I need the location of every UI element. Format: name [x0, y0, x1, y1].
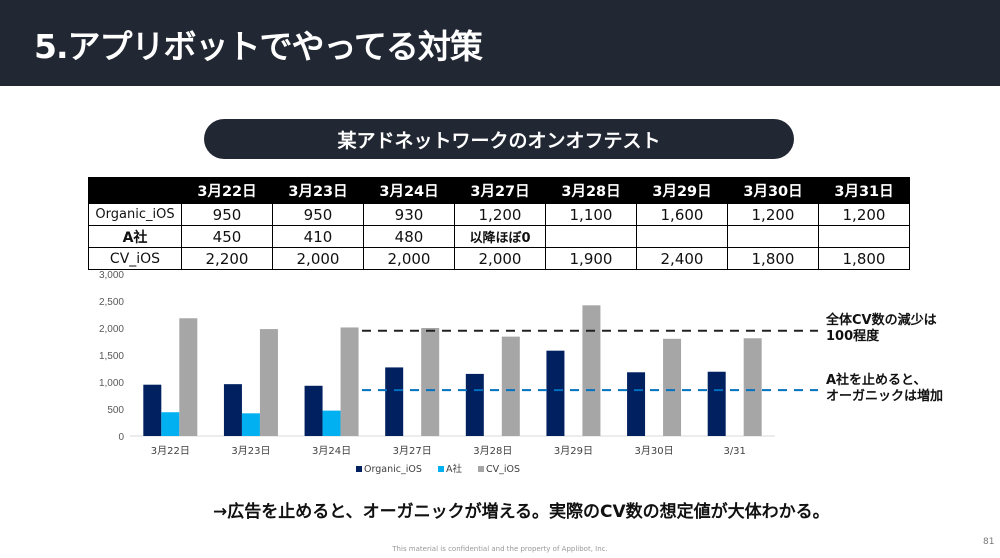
conclusion-text: →広告を止めると、オーガニックが増える。実際のCV数の想定値が大体わかる。 — [213, 502, 830, 522]
legend-swatch — [438, 466, 444, 472]
x-tick-label: 3月29日 — [554, 445, 593, 457]
table-header-cell: 3月24日 — [363, 177, 455, 204]
bar-cv-ios — [259, 329, 278, 436]
section-pill: 某アドネットワークのオンオフテスト — [204, 119, 794, 159]
legend-swatch — [356, 466, 362, 472]
x-tick-label: 3月22日 — [151, 445, 190, 457]
table-header-cell: 3月27日 — [454, 177, 546, 204]
table-cell: 1,900 — [545, 247, 637, 270]
bar-organic-ios — [627, 372, 646, 436]
table-cell: 1,200 — [818, 203, 910, 226]
slide-title: 5.アプリボットでやってる対策 — [34, 27, 483, 66]
bar-cv-ios — [663, 338, 682, 436]
y-tick-label: 500 — [107, 405, 124, 416]
annotation-line: 100程度 — [826, 329, 880, 344]
x-tick-label: 3月24日 — [312, 445, 351, 457]
table-row: A社 450 410 480 以降ほぼ0 — [88, 225, 910, 248]
x-tick-label: 3月30日 — [635, 445, 674, 457]
bar-cv-ios — [501, 336, 520, 436]
table-cell: 2,000 — [363, 247, 455, 270]
annotation-organic-increase: A社を止めると、 オーガニックは増加 — [826, 373, 943, 405]
data-table: 3月22日 3月23日 3月24日 3月27日 3月28日 3月29日 3月30… — [88, 177, 910, 270]
y-tick-label: 1,500 — [99, 351, 124, 362]
bar-cv-ios — [179, 318, 198, 436]
y-tick-label: 1,000 — [99, 378, 124, 389]
table-header-cell: 3月30日 — [727, 177, 819, 204]
y-tick-label: 3,000 — [99, 270, 124, 281]
bar-cv-ios — [340, 327, 359, 436]
y-tick-label: 2,000 — [99, 324, 124, 335]
bar-organic-ios — [223, 384, 242, 436]
table-row: CV_iOS 2,200 2,000 2,000 2,000 1,900 2,4… — [88, 247, 910, 270]
legend-label: CV_iOS — [486, 464, 520, 475]
table-cell: 1,800 — [727, 247, 819, 270]
bar-organic-ios — [546, 350, 565, 436]
annotation-line: 全体CV数の減少は — [826, 313, 937, 328]
table-header-cell: 3月28日 — [545, 177, 637, 204]
table-header-cell: 3月23日 — [272, 177, 364, 204]
table-cell: 1,100 — [545, 203, 637, 226]
legend-label: Organic_iOS — [364, 464, 422, 475]
bar-a- — [241, 413, 260, 436]
bar-organic-ios — [707, 371, 726, 436]
bar-cv-ios — [743, 338, 762, 436]
table-header-cell: 3月29日 — [636, 177, 728, 204]
x-tick-label: 3月28日 — [473, 445, 512, 457]
bar-a- — [161, 412, 180, 436]
table-cell: 2,000 — [272, 247, 364, 270]
table-cell: 1,600 — [636, 203, 728, 226]
table-header-row: 3月22日 3月23日 3月24日 3月27日 3月28日 3月29日 3月30… — [88, 177, 910, 204]
table-row: Organic_iOS 950 950 930 1,200 1,100 1,60… — [88, 203, 910, 226]
bar-organic-ios — [143, 384, 162, 436]
bar-organic-ios — [304, 385, 323, 436]
table-header-cell — [88, 177, 182, 204]
page-number: 81 — [983, 537, 995, 547]
y-tick-label: 0 — [118, 432, 124, 443]
table-cell: 1,800 — [818, 247, 910, 270]
annotation-total-cv: 全体CV数の減少は 100程度 — [826, 313, 937, 345]
x-tick-label: 3月23日 — [231, 445, 270, 457]
row-label: CV_iOS — [88, 247, 182, 270]
table-cell: 2,200 — [181, 247, 273, 270]
table-header-cell: 3月31日 — [818, 177, 910, 204]
x-tick-label: 3月27日 — [393, 445, 432, 457]
slide-header: 5.アプリボットでやってる対策 — [0, 0, 1000, 86]
bar-organic-ios — [465, 373, 484, 436]
legend-label: A社 — [446, 463, 462, 475]
bar-cv-ios — [421, 328, 440, 436]
annotation-line: A社を止めると、 — [826, 373, 927, 388]
x-tick-label: 3/31 — [723, 446, 745, 457]
confidential-footer: This material is confidential and the pr… — [392, 545, 608, 553]
bar-a- — [322, 410, 341, 436]
annotation-line: オーガニックは増加 — [826, 389, 944, 404]
y-tick-label: 2,500 — [99, 297, 124, 308]
legend-swatch — [478, 466, 484, 472]
bar-cv-ios — [582, 305, 601, 436]
bar-organic-ios — [385, 367, 404, 436]
